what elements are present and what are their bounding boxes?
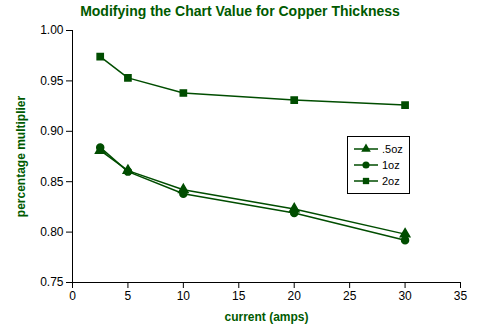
svg-text:25: 25: [343, 289, 357, 303]
svg-text:10: 10: [177, 289, 191, 303]
svg-text:0.85: 0.85: [40, 175, 64, 189]
svg-text:20: 20: [288, 289, 302, 303]
svg-text:percentage multiplier: percentage multiplier: [14, 95, 28, 217]
html-text:1oz: 1oz: [382, 158, 400, 171]
svg-text:0.75: 0.75: [40, 275, 64, 289]
svg-text:0: 0: [69, 289, 76, 303]
svg-text:0.95: 0.95: [40, 74, 64, 88]
svg-text:0.90: 0.90: [40, 124, 64, 138]
svg-text:1.00: 1.00: [40, 23, 64, 37]
svg-text:0.80: 0.80: [40, 225, 64, 239]
html-text:2oz: 2oz: [382, 174, 400, 187]
html-text:.5oz: .5oz: [382, 142, 403, 155]
html-text:Modifying the Chart Value for: Modifying the Chart Value for Copper Thi…: [80, 3, 400, 19]
svg-text:15: 15: [232, 289, 246, 303]
svg-text:35: 35: [454, 289, 468, 303]
svg-text:5: 5: [125, 289, 132, 303]
svg-text:30: 30: [398, 289, 412, 303]
svg-text:current (amps): current (amps): [224, 310, 308, 324]
